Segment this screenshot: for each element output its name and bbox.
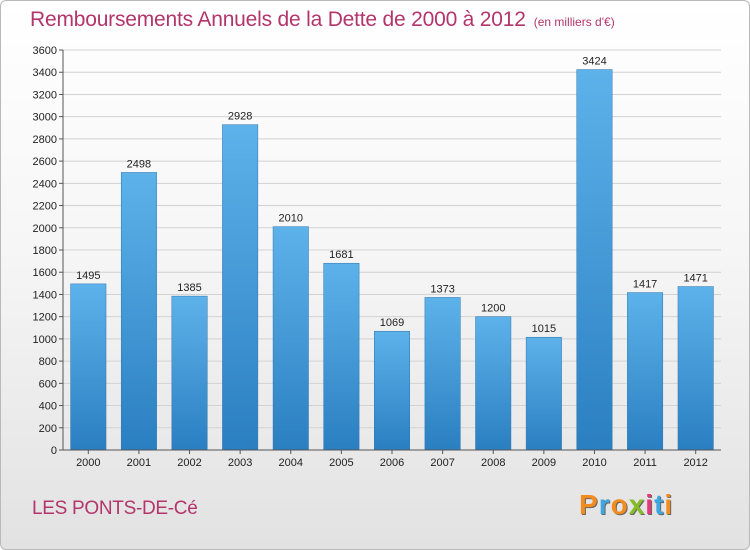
axis-layer: [59, 49, 721, 454]
bar-2011: [627, 292, 664, 451]
bar-2001: [120, 172, 157, 451]
data-label-2012: 1471: [683, 273, 707, 285]
y-tick-label: 1000: [33, 334, 57, 346]
data-label-2009: 1015: [532, 323, 556, 335]
title-row: Remboursements Annuels de la Dette de 20…: [30, 8, 615, 32]
label-layer: 0 200 400 600 800 1000 1200 1400 1600 1800 2000 220…: [33, 45, 708, 469]
y-tick-label: 1600: [33, 267, 57, 279]
data-label-2004: 2010: [279, 213, 303, 225]
bar-2012: [677, 286, 714, 451]
data-label-2005: 1681: [329, 249, 353, 261]
data-label-2008: 1200: [481, 303, 505, 315]
data-label-2007: 1373: [430, 283, 454, 295]
data-label-2006: 1069: [380, 317, 404, 329]
bar-2008: [475, 316, 512, 451]
x-tick-label: 2007: [430, 457, 454, 469]
logo-letter: i: [664, 489, 674, 520]
x-tick-label: 2006: [380, 457, 404, 469]
bar-2003: [222, 124, 259, 451]
y-tick-label: 400: [39, 401, 57, 413]
data-label-2002: 1385: [177, 282, 201, 294]
data-label-2001: 2498: [127, 158, 151, 170]
y-tick-label: 800: [39, 356, 57, 368]
data-label-2011: 1417: [633, 279, 657, 291]
y-tick-label: 1400: [33, 289, 57, 301]
x-tick-label: 2000: [76, 457, 100, 469]
logo-letter: i: [645, 489, 655, 520]
y-tick-label: 2000: [33, 223, 57, 235]
bar-2007: [424, 297, 461, 451]
logo-letter: x: [628, 489, 646, 520]
x-tick-label: 2011: [633, 457, 657, 469]
x-tick-label: 2010: [582, 457, 606, 469]
y-tick-label: 2200: [33, 201, 57, 213]
x-tick-label: 2008: [481, 457, 505, 469]
bar-2000: [70, 283, 107, 451]
bar-2009: [525, 336, 562, 451]
y-tick-label: 3400: [33, 67, 57, 79]
bar-2010: [576, 69, 613, 451]
bar-2006: [374, 330, 410, 451]
data-label-2010: 3424: [582, 56, 606, 68]
x-tick-label: 2009: [532, 457, 556, 469]
y-tick-label: 2600: [33, 156, 57, 168]
commune-name: LES PONTS-DE-Cé: [32, 498, 198, 519]
x-tick-label: 2005: [329, 457, 353, 469]
y-tick-label: 1200: [33, 312, 57, 324]
y-tick-label: 3000: [33, 112, 57, 124]
bar-2002: [171, 295, 208, 451]
chart-unit: (en milliers d'€): [533, 15, 615, 29]
y-tick-label: 2400: [33, 178, 57, 190]
y-tick-label: 200: [39, 423, 57, 435]
y-tick-label: 1800: [33, 245, 57, 257]
logo-letter: P: [579, 489, 599, 520]
y-tick-label: 600: [39, 378, 57, 390]
logo-letter: t: [654, 489, 665, 520]
x-tick-label: 2012: [683, 457, 707, 469]
y-tick-label: 2800: [33, 134, 57, 146]
y-tick-label: 3600: [33, 45, 57, 57]
logo-letter: o: [610, 489, 629, 520]
chart-title: Remboursements Annuels de la Dette de 20…: [30, 8, 526, 31]
bar-layer: [70, 69, 714, 451]
x-tick-label: 2001: [127, 457, 151, 469]
x-tick-label: 2003: [228, 457, 252, 469]
data-label-2000: 1495: [76, 270, 100, 282]
x-tick-label: 2004: [279, 457, 303, 469]
logo-letter: r: [598, 489, 611, 520]
y-tick-label: 0: [51, 445, 57, 457]
data-label-2003: 2928: [228, 111, 252, 123]
x-tick-label: 2002: [177, 457, 201, 469]
proxiti-logo: Proxiti: [579, 489, 673, 521]
bar-2005: [323, 262, 360, 451]
y-tick-label: 3200: [33, 89, 57, 101]
bar-2004: [272, 226, 309, 451]
